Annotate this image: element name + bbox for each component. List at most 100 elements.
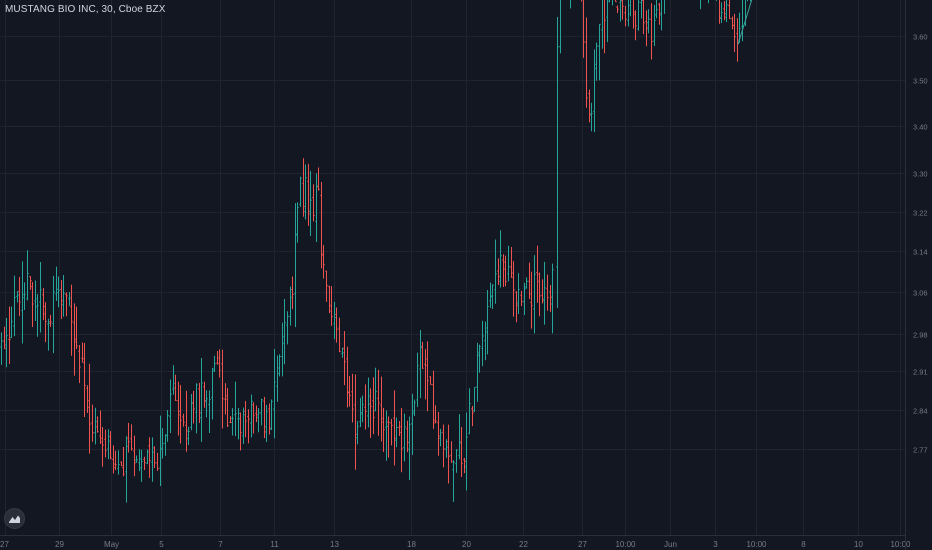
price-tick-label: 2.77 — [913, 446, 928, 455]
time-tick-label: 27 — [578, 540, 587, 549]
ohlc-bar — [346, 346, 349, 408]
ohlc-bar — [36, 294, 39, 337]
time-tick-label: 18 — [407, 540, 416, 549]
ohlc-bar — [270, 399, 273, 431]
ohlc-bar — [330, 286, 333, 326]
ohlc-bar — [169, 379, 172, 434]
ohlc-bar — [151, 437, 154, 482]
time-tick-label: 10:00 — [615, 540, 636, 549]
ohlc-bar — [403, 413, 406, 462]
ohlc-bar — [731, 16, 734, 30]
ohlc-bar — [213, 355, 216, 373]
time-tick-label: 5 — [159, 540, 164, 549]
ohlc-bar — [660, 0, 662, 31]
symbol-title[interactable]: MUSTANG BIO INC, 30, Cboe BZX — [5, 4, 166, 15]
ohlc-bar — [226, 387, 229, 428]
time-axis[interactable]: 27 29 May 5 7 11 13 18 20 22 27 10:00 Jun 3 10:00 8 10 10… — [0, 540, 911, 549]
ohlc-bar — [447, 424, 450, 484]
ohlc-bar — [621, 0, 624, 20]
ohlc-bar — [221, 349, 224, 429]
ohlc-bar — [588, 89, 591, 123]
ohlc-bar — [590, 102, 593, 132]
ohlc-bar — [26, 250, 29, 301]
time-tick-label: 22 — [519, 540, 528, 549]
time-tick-label: May — [104, 540, 119, 549]
ohlc-bar — [122, 447, 125, 477]
ohlc-bar — [536, 245, 539, 303]
ohlc-bar — [234, 381, 237, 437]
ohlc-bar — [494, 239, 497, 304]
ohlc-bar — [460, 426, 463, 477]
ohlc-bar — [351, 373, 354, 423]
price-tick-label: 3.14 — [913, 248, 928, 257]
ohlc-bar — [278, 354, 281, 377]
ohlc-bar — [432, 370, 435, 429]
ohlc-bar — [382, 407, 385, 452]
ohlc-bar — [515, 291, 518, 323]
ohlc-bar — [356, 421, 359, 445]
ohlc-bar — [426, 341, 429, 412]
ohlc-bar — [229, 416, 232, 424]
ohlc-bar — [442, 424, 445, 468]
ohlc-bar — [283, 298, 286, 365]
price-tick-label: 2.91 — [913, 368, 928, 377]
ohlc-bar — [291, 276, 294, 310]
ohlc-bar — [185, 390, 188, 452]
ohlc-bar — [322, 245, 325, 279]
ohlc-bar — [190, 393, 193, 431]
ohlc-bar — [60, 280, 63, 320]
ohlc-bar — [556, 16, 559, 308]
ohlc-bar — [88, 363, 91, 454]
tradingview-logo-icon[interactable] — [4, 508, 25, 529]
ohlc-bar — [289, 286, 292, 326]
ohlc-bar — [231, 408, 234, 436]
ohlc-bar — [486, 290, 489, 355]
ohlc-bar — [242, 407, 245, 444]
ohlc-bar — [8, 306, 11, 364]
ohlc-bar — [338, 317, 341, 353]
ohlc-bar — [198, 382, 201, 423]
ohlc-bar — [624, 5, 627, 27]
time-tick-label: 10:00 — [746, 540, 767, 549]
ohlc-bar — [645, 10, 648, 47]
ohlc-bar — [101, 426, 104, 467]
ohlc-bar — [16, 291, 19, 303]
ohlc-bar — [239, 412, 242, 451]
ohlc-bar — [583, 0, 585, 58]
ohlc-bar — [546, 274, 549, 311]
ohlc-bar — [364, 384, 367, 430]
ohlc-bar — [408, 416, 411, 480]
time-tick-label: 20 — [462, 540, 471, 549]
ohlc-bar — [10, 306, 13, 339]
ohlc-bar — [419, 330, 422, 399]
ohlc-bar — [343, 331, 346, 386]
ohlc-bar — [523, 282, 526, 315]
ohlc-bar — [320, 181, 323, 269]
ohlc-bar — [585, 17, 588, 108]
ohlc-bar — [161, 428, 164, 459]
ohlc-bar — [252, 402, 255, 434]
ohlc-bar — [700, 0, 701, 10]
ohlc-bar — [708, 0, 709, 4]
ohlc-bar — [520, 290, 523, 307]
ohlc-bar — [143, 456, 146, 470]
ohlc-bar — [593, 49, 596, 133]
ohlc-bar — [257, 407, 260, 433]
ohlc-bar — [96, 416, 99, 433]
ohlc-bar — [182, 413, 185, 427]
ohlc-bar — [416, 352, 419, 407]
price-tick-label: 3.06 — [913, 289, 928, 298]
ohlc-bar — [159, 415, 162, 487]
ohlc-bar — [164, 434, 167, 456]
trendline[interactable] — [737, 0, 900, 45]
ohlc-bar — [18, 277, 21, 317]
price-axis[interactable]: 5.305.104.904.704.504.304.204.104.003.90… — [906, 0, 931, 455]
ohlc-bar — [502, 254, 505, 287]
price-tick-label: 3.30 — [913, 170, 928, 179]
ohlc-bar — [65, 292, 68, 317]
ohlc-bar — [31, 282, 34, 327]
ohlc-bar — [34, 280, 37, 321]
price-axis-border — [905, 0, 906, 550]
price-tick-label: 2.84 — [913, 407, 928, 416]
